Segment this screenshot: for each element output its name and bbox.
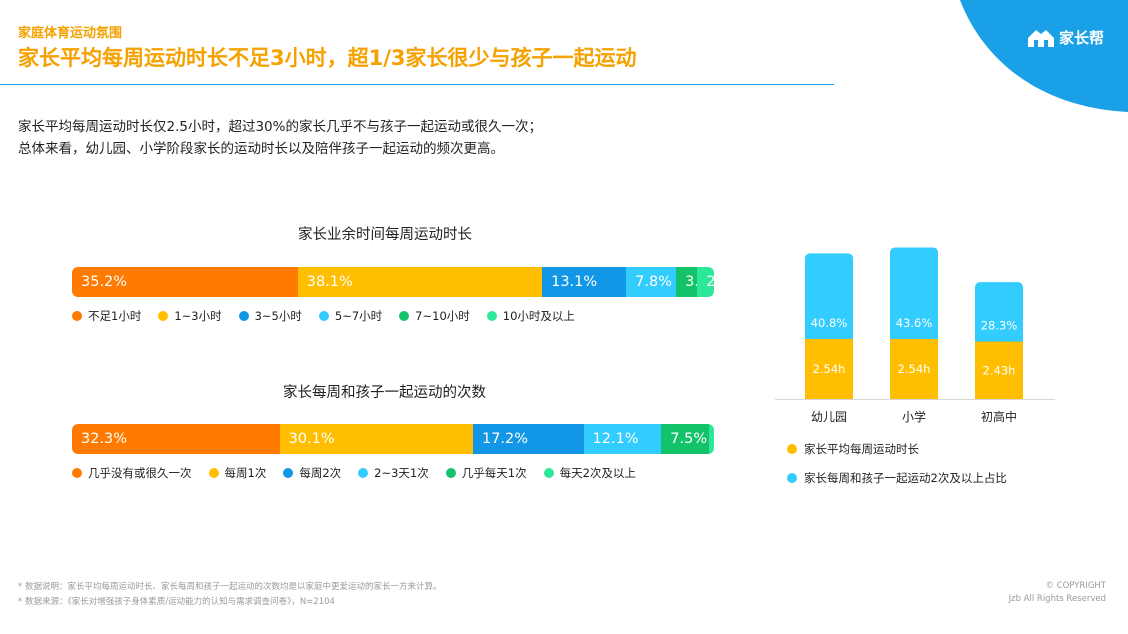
chart2-stacked-bar: 32.3%30.1%17.2%12.1%7.5%0.7%: [72, 424, 714, 454]
chart2-title: 家长每周和孩子一起运动的次数: [283, 385, 486, 401]
chart2-legend-item-4: 2~3天1次: [358, 465, 429, 481]
legend-dot-icon: [158, 311, 169, 321]
legend-dot-icon: [318, 311, 329, 321]
chart1-legend-item-2: 1~3小时: [158, 308, 222, 324]
chart1-legend-label-5: 7~10小时: [415, 309, 470, 323]
legend-dot-icon: [72, 468, 82, 478]
chart3-category-2: 小学: [902, 409, 926, 424]
chart1-legend-label-2: 1~3小时: [174, 309, 222, 323]
chart1-legend-item-4: 5~7小时: [318, 308, 383, 324]
logo-text: 家长帮: [1059, 28, 1105, 47]
section-kicker: 家庭体育运动氛围: [18, 26, 123, 41]
chart2-legend-label-1: 几乎没有或很久一次: [88, 466, 192, 480]
chart1-title: 家长业余时间每周运动时长: [298, 227, 472, 243]
legend-dot-icon: [358, 468, 369, 478]
chart3-bar-hours-3: [975, 341, 1023, 399]
title-divider: [0, 84, 834, 85]
chart2-legend-item-3: 每周2次: [283, 465, 341, 481]
chart3-label-pct-2: 43.6%: [896, 316, 933, 330]
description: 家长平均每周运动时长仅2.5小时，超过30%的家长几乎不与孩子一起运动或很久一次…: [18, 116, 542, 160]
chart1-legend-item-1: 不足1小时: [72, 308, 141, 324]
legend-dot-icon: [72, 311, 82, 321]
chart2-legend-label-6: 每天2次及以上: [559, 466, 636, 480]
footnote-2: * 数据来源：《家长对增强孩子身体素质/运动能力的认知与需求调查问卷》，N=21…: [18, 597, 335, 607]
brand-logo: 家长帮: [1026, 26, 1104, 48]
copyright: © COPYRIGHT Jzb All Rights Reserved: [960, 580, 1106, 606]
legend-dot-icon: [787, 473, 797, 483]
chart1-legend: 不足1小时 1~3小时 3~5小时 5~7小时 7~10小时 10小时及以上: [72, 308, 592, 324]
page-title: 家长平均每周运动时长不足3小时，超1/3家长很少与孩子一起运动: [18, 46, 637, 70]
chart1-segment-1: 35.2%: [72, 267, 298, 297]
legend-dot-icon: [399, 311, 410, 321]
chart2-segment-2: 30.1%: [279, 424, 473, 454]
chart1-legend-label-4: 5~7小时: [334, 309, 383, 323]
chart1-legend-label-1: 不足1小时: [88, 309, 142, 323]
chart1-segment-5: 3.3%: [676, 267, 698, 297]
legend-dot-icon: [543, 468, 554, 478]
chart2-segment-4: 12.1%: [583, 424, 662, 454]
chart1-legend-item-3: 3~5小时: [238, 308, 302, 324]
chart3-bar-pct-1: [805, 253, 853, 345]
chart2-legend-label-4: 2~3天1次: [374, 466, 429, 480]
legend-dot-icon: [486, 311, 497, 321]
chart2-segment-6: 0.7%: [709, 424, 714, 454]
chart3-legend-item-2: 家长每周和孩子一起运动2次及以上占比: [787, 470, 1007, 486]
chart2-legend-label-3: 每周2次: [299, 466, 342, 480]
legend-dot-icon: [787, 444, 797, 454]
chart1-segment-6: 2.6%: [697, 267, 714, 297]
footnote-1: * 数据说明：家长平均每周运动时长、家长每周和孩子一起运动的次数均是以家庭中更爱…: [18, 582, 442, 592]
chart2-segment-3: 17.2%: [472, 424, 584, 454]
chart3-label-pct-1: 40.8%: [811, 316, 848, 330]
chart2-legend-item-1: 几乎没有或很久一次: [72, 465, 192, 481]
chart3-label-pct-3: 28.3%: [981, 319, 1018, 333]
chart3-label-hours-3: 2.43h: [983, 363, 1016, 377]
legend-dot-icon: [283, 468, 294, 478]
chart3-legend: 家长平均每周运动时长家长每周和孩子一起运动2次及以上占比: [787, 441, 1007, 499]
chart3-label-hours-2: 2.54h: [898, 362, 931, 376]
chart3-category-3: 初高中: [981, 409, 1017, 424]
footnotes: * 数据说明：家长平均每周运动时长、家长每周和孩子一起运动的次数均是以家庭中更爱…: [18, 580, 441, 610]
chart2-legend-item-2: 每周1次: [208, 465, 267, 481]
copyright-line-1: © COPYRIGHT: [1045, 581, 1106, 591]
chart3-label-hours-1: 2.54h: [813, 362, 846, 376]
chart3-bar-pct-3: [975, 282, 1023, 348]
chart2-legend: 几乎没有或很久一次 每周1次 每周2次 2~3天1次 几乎每天1次 每天2次及以上: [72, 465, 653, 481]
chart2-legend-label-2: 每周1次: [224, 466, 267, 480]
copyright-line-2: Jzb All Rights Reserved: [1008, 594, 1106, 604]
chart2-legend-item-6: 每天2次及以上: [543, 465, 636, 481]
chart3-legend-label-2: 家长每周和孩子一起运动2次及以上占比: [804, 471, 1007, 485]
chart1-legend-label-6: 10小时及以上: [502, 309, 575, 323]
chart1-legend-item-6: 10小时及以上: [486, 308, 575, 324]
chart3-bar-pct-2: [890, 247, 938, 345]
chart2-segment-1: 32.3%: [72, 424, 280, 454]
chart1-segment-4: 7.8%: [626, 267, 677, 297]
chart3-bar-hours-2: [890, 339, 938, 399]
chart2-legend-item-5: 几乎每天1次: [445, 465, 527, 481]
chart2-segment-5: 7.5%: [661, 424, 710, 454]
chart3-category-1: 幼儿园: [811, 410, 847, 424]
chart1-segment-3: 13.1%: [542, 267, 627, 297]
chart3-column-chart: 40.8% 2.54h 幼儿园 43.6% 2.54h 小学 28.3% 2.43h 初高中: [775, 247, 1055, 424]
chart1-segment-2: 38.1%: [297, 267, 543, 297]
description-line-1: 家长平均每周运动时长仅2.5小时，超过30%的家长几乎不与孩子一起运动或很久一次…: [18, 119, 542, 135]
chart1-legend-label-3: 3~5小时: [254, 309, 302, 323]
description-line-2: 总体来看，幼儿园、小学阶段家长的运动时长以及陪伴孩子一起运动的频次更高。: [18, 141, 504, 157]
legend-dot-icon: [208, 468, 219, 478]
chart3-legend-label-1: 家长平均每周运动时长: [804, 442, 919, 456]
chart3-bar-hours-1: [805, 339, 853, 399]
legend-dot-icon: [238, 311, 249, 321]
legend-dot-icon: [445, 468, 456, 478]
house-icon: [1028, 30, 1054, 47]
chart1-legend-item-5: 7~10小时: [399, 308, 470, 324]
chart1-stacked-bar: 35.2%38.1%13.1%7.8%3.3%2.6%: [72, 267, 714, 297]
chart3-legend-item-1: 家长平均每周运动时长: [787, 441, 1007, 457]
chart2-legend-label-5: 几乎每天1次: [461, 466, 527, 480]
